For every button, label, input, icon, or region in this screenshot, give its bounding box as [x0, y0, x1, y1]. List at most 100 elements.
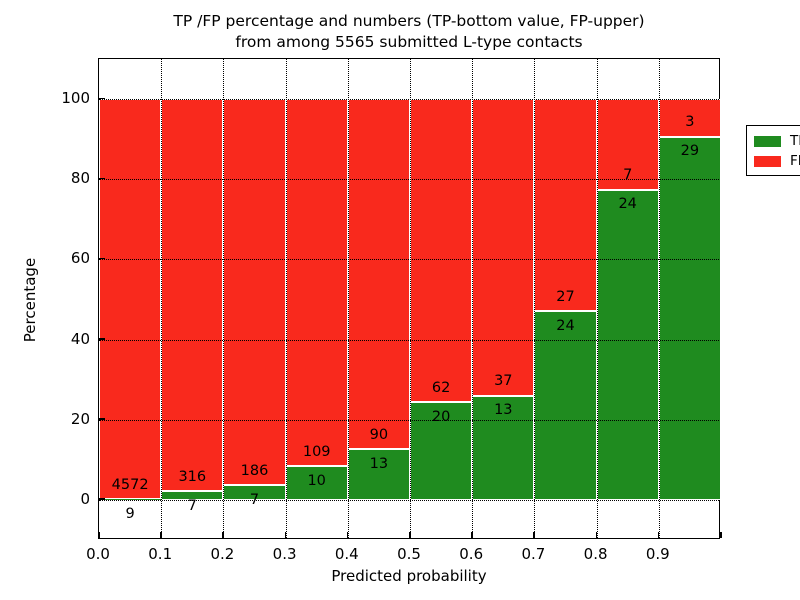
fp-count-label: 7 — [623, 167, 633, 184]
x-axis-tick — [471, 532, 473, 538]
legend-swatch-fp — [754, 155, 781, 167]
chart-title: TP /FP percentage and numbers (TP-bottom… — [98, 11, 720, 53]
y-gridline — [99, 419, 719, 421]
x-axis-tick — [409, 532, 411, 538]
fp-count-label: 109 — [302, 443, 331, 460]
fp-bar-segment — [347, 99, 410, 450]
plot-area: 4572 9 316 7 186 7 109 10 90 13 62 20 37 13 27 24 7 24 3 29… — [98, 58, 800, 539]
y-gridline — [99, 99, 719, 101]
fp-bar-segment — [410, 99, 473, 403]
fp-count-label: 186 — [240, 462, 269, 479]
x-axis-tick — [222, 532, 224, 538]
x-tick-label: 0.7 — [521, 545, 546, 563]
tp-count-label: 7 — [249, 491, 260, 508]
x-gridline — [472, 59, 474, 538]
x-tick-label: 0.2 — [210, 545, 235, 563]
tp-count-label: 7 — [187, 497, 197, 514]
fp-count-label: 3 — [685, 114, 695, 131]
chart-title-line1: TP /FP percentage and numbers (TP-bottom… — [173, 12, 645, 30]
x-tick-label: 0.6 — [459, 545, 484, 563]
annotations-layer: 4572 9 316 7 186 7 109 10 90 13 62 20 37 13 27 24 7 24 3 29 — [99, 59, 719, 538]
y-axis-tick — [99, 338, 105, 340]
fp-count-label: 27 — [556, 288, 575, 305]
x-gridline — [410, 59, 411, 538]
legend-item: TP — [754, 131, 800, 151]
x-axis-label: Predicted probability — [331, 567, 487, 585]
y-axis-label: Percentage — [21, 257, 39, 343]
tp-bar-segment — [410, 402, 473, 500]
tp-count-label: 20 — [431, 408, 451, 425]
y-gridline — [99, 179, 719, 181]
x-gridline — [223, 59, 225, 538]
x-axis-tick — [284, 532, 287, 538]
grid-layer — [99, 59, 719, 538]
fp-bar-segment — [99, 99, 162, 500]
y-tick-label: 40 — [70, 329, 90, 348]
y-axis-tick — [99, 498, 105, 500]
legend-item: FP — [754, 151, 800, 171]
y-tick-label: 60 — [70, 249, 90, 268]
x-tick-label: 0.3 — [272, 545, 297, 563]
x-gridline — [658, 59, 660, 538]
y-axis-tick — [99, 418, 105, 420]
tp-count-label: 24 — [556, 317, 575, 334]
y-axis-tick — [99, 97, 105, 100]
fp-count-label: 316 — [178, 468, 207, 485]
x-axis-tick — [720, 532, 722, 538]
x-tick-label: 0.4 — [334, 545, 359, 563]
x-tick-label: 0.1 — [148, 545, 173, 563]
fp-bar-segment — [161, 99, 224, 492]
tp-count-label: 13 — [494, 402, 513, 419]
y-gridline — [99, 259, 719, 261]
x-tick-label: 0.5 — [397, 545, 421, 563]
fp-count-label: 62 — [431, 379, 451, 396]
chart-title-line2: from among 5565 submitted L-type contact… — [235, 33, 583, 51]
tp-bar-segment — [472, 395, 535, 500]
legend-swatch-tp — [754, 135, 781, 147]
fp-bar-segment — [596, 99, 659, 190]
x-gridline — [534, 59, 536, 538]
tp-count-label: 10 — [307, 472, 326, 489]
y-tick-label: 0 — [80, 489, 90, 508]
y-tick-label: 100 — [61, 89, 90, 108]
x-gridline — [161, 59, 163, 538]
legend-label: TP — [790, 132, 800, 149]
legend-label: FP — [790, 152, 800, 169]
legend: TP FP — [746, 125, 800, 176]
fp-count-label: 37 — [494, 373, 513, 390]
tp-bar-segment — [658, 136, 721, 500]
fp-count-label: 4572 — [111, 476, 149, 493]
tp-count-label: 13 — [369, 455, 389, 472]
tp-bar-segment — [99, 499, 162, 500]
fp-count-label: 90 — [369, 426, 389, 443]
tp-bar-segment — [285, 466, 348, 500]
tp-bar-segment — [596, 189, 659, 500]
tp-count-label: 29 — [680, 143, 700, 160]
x-axis-tick — [657, 532, 660, 538]
y-tick-label: 80 — [70, 169, 90, 188]
x-axis-tick — [346, 532, 349, 538]
y-axis-tick — [99, 177, 105, 180]
fp-bar-segment — [534, 99, 597, 312]
bars-layer — [99, 59, 721, 538]
y-gridline — [99, 339, 719, 341]
x-tick-label: 0.0 — [86, 545, 110, 563]
tp-bar-segment — [347, 449, 410, 500]
y-axis-tick — [99, 257, 105, 260]
x-axis-tick — [595, 532, 598, 538]
fp-bar-segment — [285, 99, 348, 467]
x-gridline — [596, 59, 598, 538]
x-tick-label: 0.9 — [645, 545, 670, 563]
x-tick-label: 0.8 — [583, 545, 608, 563]
x-axis-tick — [160, 532, 162, 538]
x-gridline — [347, 59, 349, 538]
y-tick-label: 20 — [70, 409, 90, 428]
tp-count-label: 24 — [618, 196, 637, 213]
tp-bar-segment — [534, 311, 597, 500]
x-axis-tick — [98, 532, 100, 538]
x-gridline — [285, 59, 287, 538]
y-gridline — [99, 499, 719, 501]
x-axis-tick — [533, 532, 535, 538]
fp-bar-segment — [472, 99, 535, 396]
